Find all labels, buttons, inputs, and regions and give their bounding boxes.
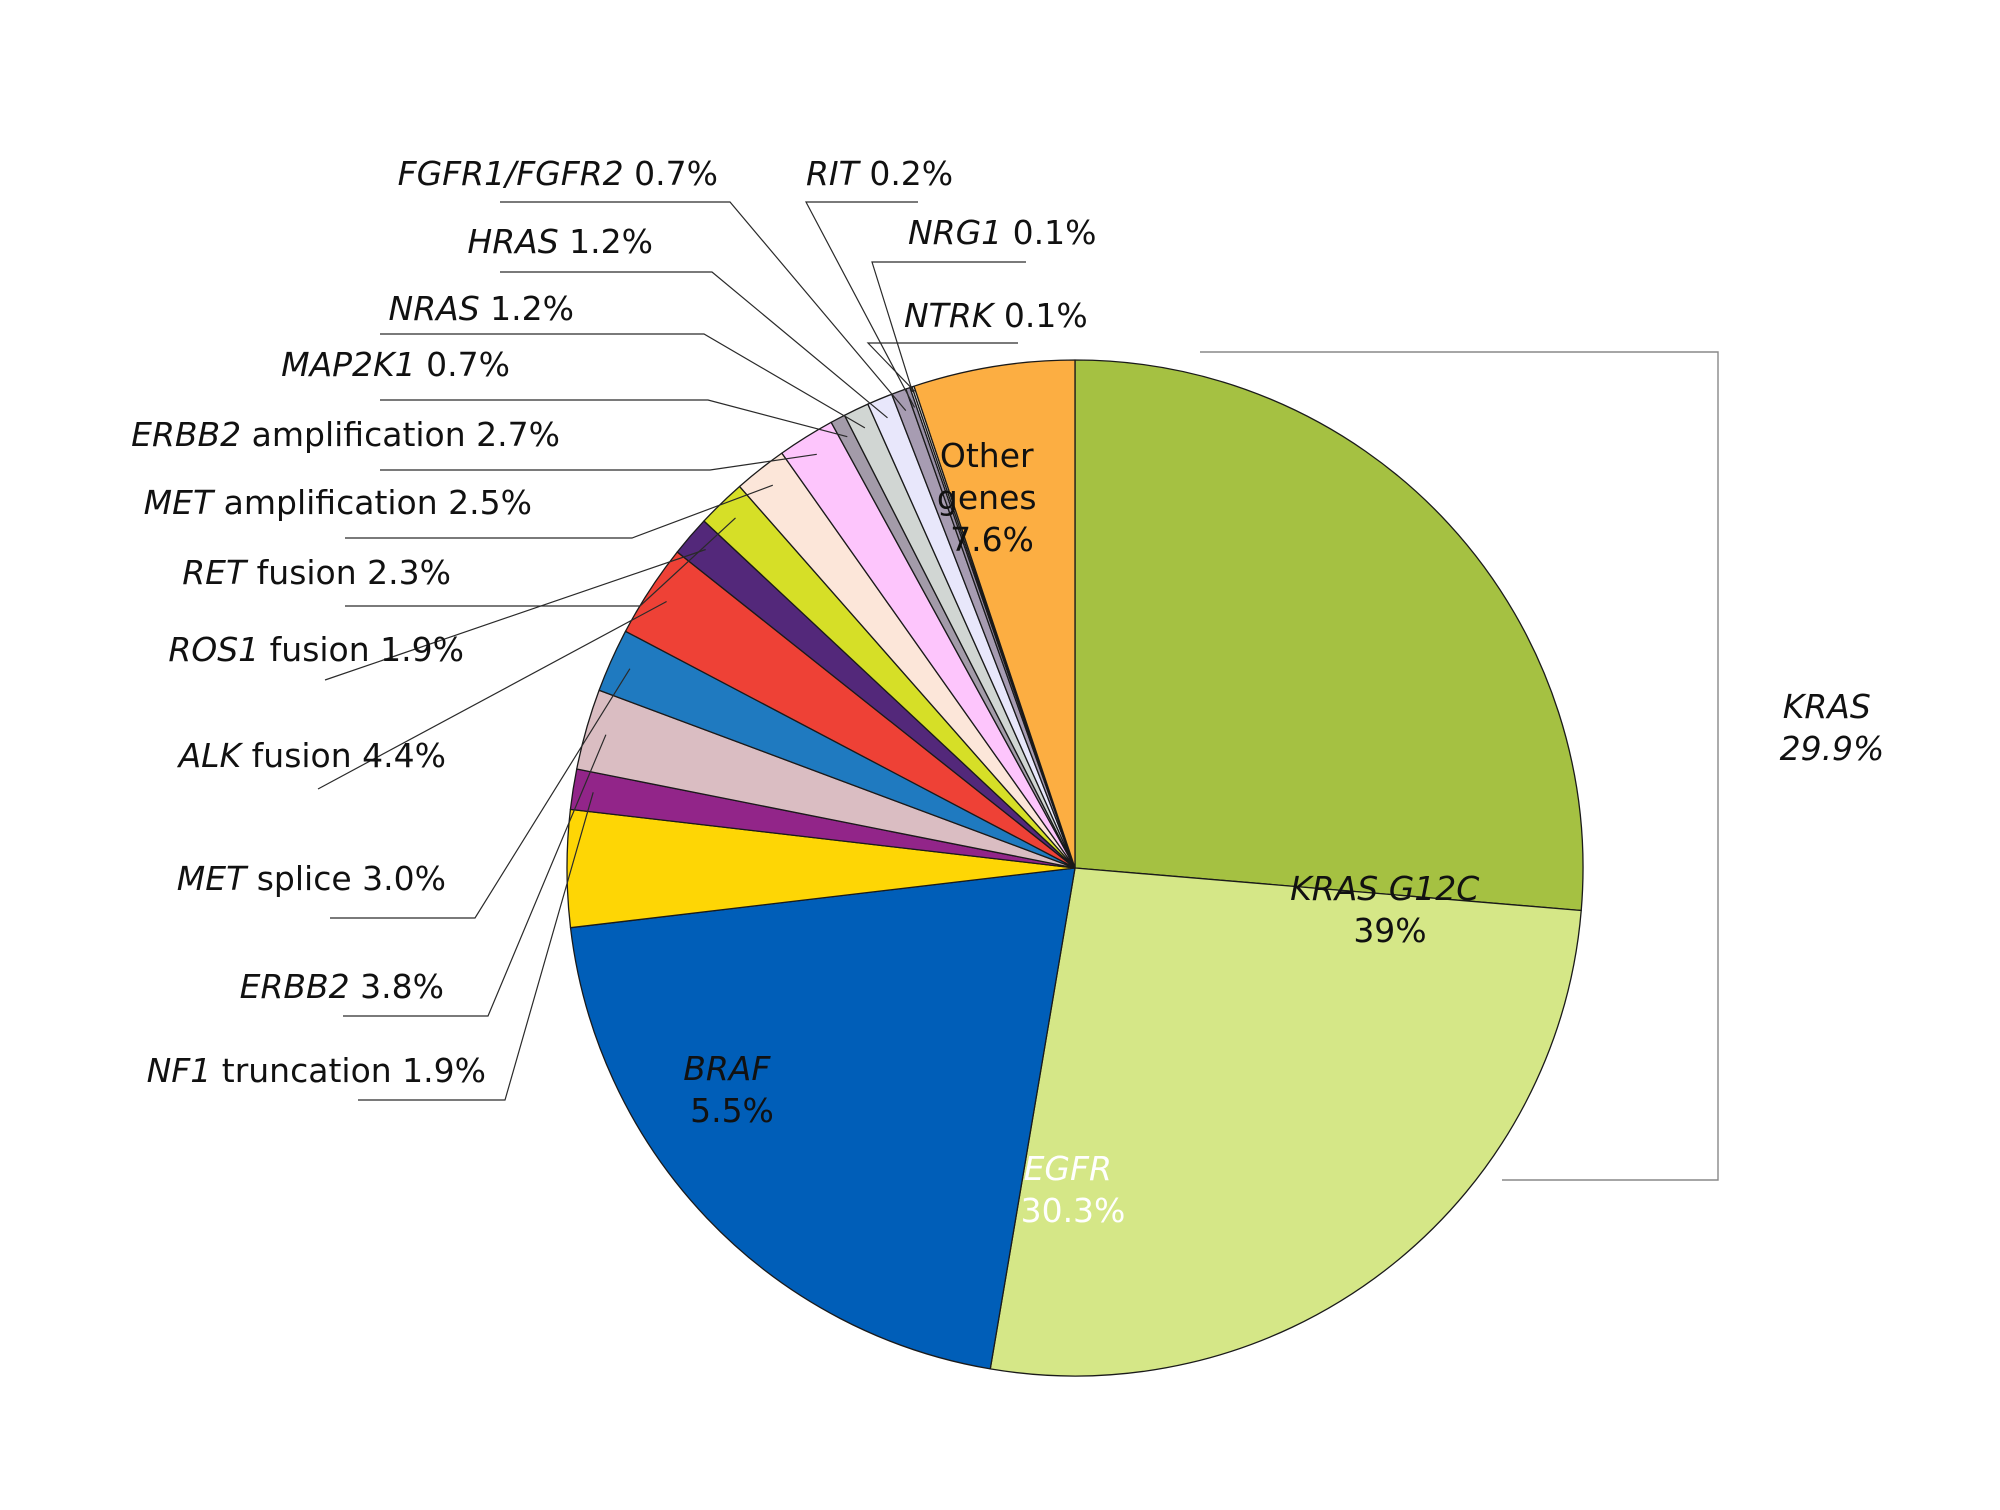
leader-line-nf1-truncation: [358, 792, 594, 1101]
leader-line-met-amplification: [345, 484, 774, 539]
leader-line-erbb2-amplification: [380, 453, 817, 471]
label-ros1-fusion: ROS1 fusion 1.9%: [168, 630, 464, 669]
pie-slices: [566, 359, 1584, 1377]
leader-line-nras: [380, 333, 866, 429]
slice-label-egfr: EGFR 30.3%: [1021, 1149, 1126, 1230]
slice-label-kras-g12c-value: 39%: [1353, 911, 1426, 950]
label-nras: NRAS 1.2%: [389, 289, 574, 328]
leader-line-alk-fusion: [317, 600, 667, 790]
label-rit: RIT 0.2%: [806, 154, 953, 193]
leader-line-ret-fusion: [345, 517, 736, 607]
pie-slice-kras-g12c-0: [1074, 359, 1584, 912]
slice-label-other-value: 7.6%: [950, 520, 1034, 559]
slice-label-braf: BRAF 5.5%: [683, 1049, 781, 1130]
slice-label-kras-g12c-gene: KRAS G12C: [1290, 869, 1479, 908]
leader-line-met-splice: [330, 668, 631, 919]
slice-label-other-genes: Other genes 7.6%: [937, 436, 1047, 559]
kras-group-value: 29.9%: [1780, 729, 1885, 768]
kras-group-bracket: [1200, 351, 1719, 1181]
label-fgfr1-fgfr2: FGFR1/FGFR2 0.7%: [398, 154, 718, 193]
leader-line-nrg1: [871, 261, 1026, 393]
leader-line-erbb2: [343, 734, 607, 1017]
slice-label-egfr-value: 30.3%: [1021, 1191, 1126, 1230]
leader-lines: [317, 201, 1026, 1101]
pie-slice-other-genes-19: [913, 359, 1076, 869]
leader-line-ros1-fusion: [324, 548, 706, 681]
slice-label-braf-gene: BRAF: [683, 1049, 771, 1088]
pie-slice-kras-g12c-1: [989, 867, 1582, 1377]
leader-line-map2k1: [380, 399, 848, 438]
leader-line-rit: [805, 201, 918, 408]
label-alk-fusion: ALK fusion 4.4%: [177, 736, 446, 775]
label-ret-fusion: RET fusion 2.3%: [182, 553, 451, 592]
slice-label-other-line2: genes: [937, 478, 1037, 517]
pie-slice-egfr-2: [569, 867, 1076, 1370]
slice-label-other-line1: Other: [940, 436, 1034, 475]
label-map2k1: MAP2K1 0.7%: [281, 345, 510, 384]
label-erbb2: ERBB2 3.8%: [240, 967, 444, 1006]
slice-label-kras-g12c: KRAS G12C 39%: [1290, 869, 1490, 950]
leader-line-fgfr1-fgfr2: [500, 201, 907, 411]
label-nf1-truncation: NF1 truncation 1.9%: [147, 1051, 486, 1090]
label-erbb2-amplification: ERBB2 amplification 2.7%: [131, 415, 560, 454]
kras-group-label: KRAS 29.9%: [1780, 687, 1885, 768]
slice-label-egfr-gene: EGFR: [1024, 1149, 1112, 1188]
slice-label-braf-value: 5.5%: [690, 1091, 774, 1130]
label-hras: HRAS 1.2%: [467, 222, 653, 261]
label-met-splice: MET splice 3.0%: [177, 859, 446, 898]
label-met-amplification: MET amplification 2.5%: [144, 483, 532, 522]
label-nrg1: NRG1 0.1%: [908, 213, 1097, 252]
kras-group-gene: KRAS: [1783, 687, 1871, 726]
leader-line-hras: [500, 271, 888, 419]
leader-line-ntrk: [866, 342, 1018, 392]
label-ntrk: NTRK 0.1%: [904, 296, 1088, 335]
